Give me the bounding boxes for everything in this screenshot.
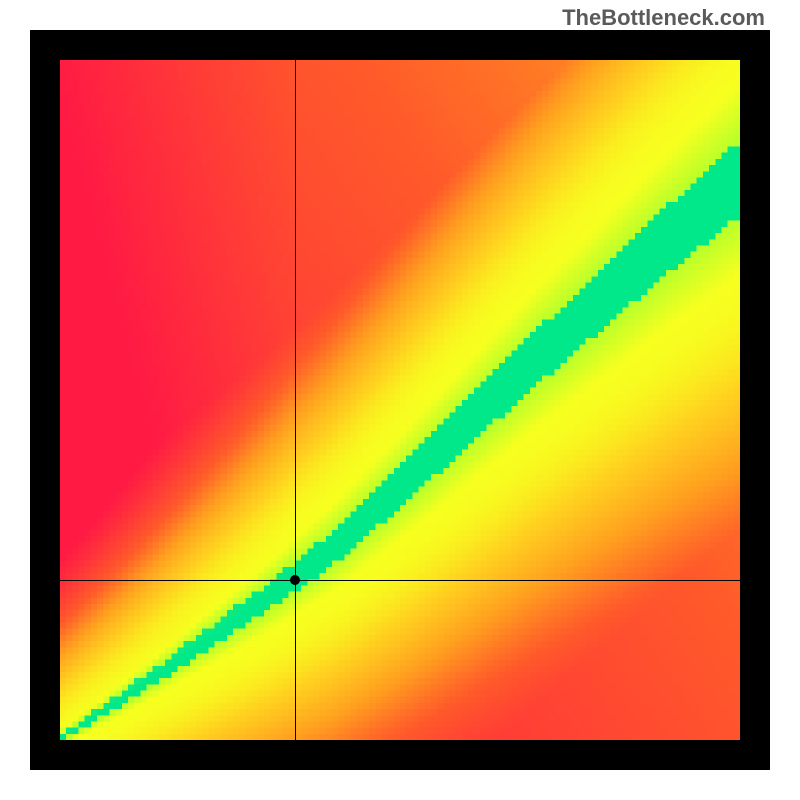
crosshair-vertical: [295, 60, 296, 740]
plot-frame: [30, 30, 770, 770]
heatmap-canvas: [60, 60, 740, 740]
plot-area: [60, 60, 740, 740]
watermark-text: TheBottleneck.com: [562, 5, 765, 31]
crosshair-marker: [290, 575, 300, 585]
crosshair-horizontal: [60, 580, 740, 581]
